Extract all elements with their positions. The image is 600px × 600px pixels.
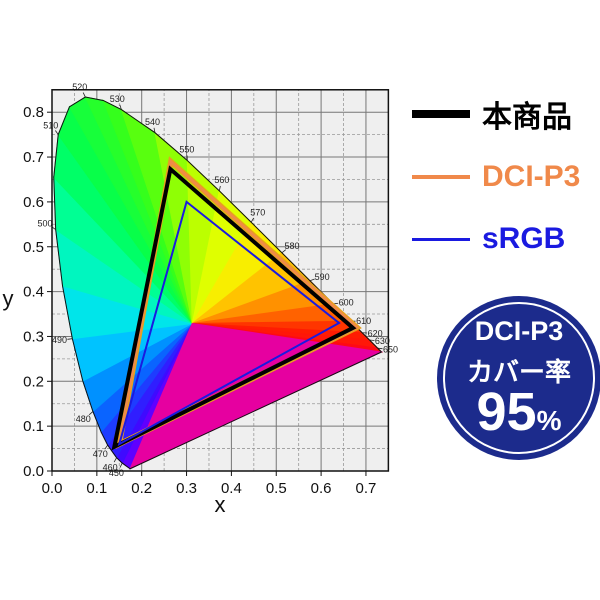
y-tick-label: 0.4 — [23, 284, 44, 301]
badge-line1: DCI-P3 — [474, 316, 564, 346]
y-tick-label: 0.7 — [23, 149, 44, 166]
x-tick-label: 0.0 — [42, 480, 63, 497]
wavelength-tick — [82, 92, 86, 98]
y-tick-label: 0.6 — [23, 194, 44, 211]
y-tick-label: 0.2 — [23, 373, 44, 390]
wavelength-label-630: 630 — [375, 336, 390, 346]
wavelength-label-540: 540 — [145, 117, 160, 127]
badge-value-wrap: 95% — [437, 382, 600, 451]
legend-label-srgb: sRGB — [482, 222, 566, 255]
y-tick-label: 0.3 — [23, 328, 44, 345]
badge-unit: % — [536, 405, 562, 436]
wavelength-label-480: 480 — [76, 414, 91, 424]
wavelength-tick — [113, 457, 117, 463]
x-tick-label: 0.6 — [311, 480, 332, 497]
wavelength-tick — [55, 130, 59, 135]
y-tick-label: 0.1 — [23, 418, 44, 435]
wavelength-label-520: 520 — [72, 82, 87, 92]
wavelength-label-590: 590 — [315, 272, 330, 282]
wavelength-label-460: 460 — [103, 462, 118, 472]
plot-frame — [51, 89, 390, 472]
x-axis-label: x — [215, 492, 226, 517]
wavelength-label-600: 600 — [339, 297, 354, 307]
wavelength-label-470: 470 — [93, 449, 108, 459]
x-tick-label: 0.2 — [131, 480, 152, 497]
wavelength-label-530: 530 — [110, 94, 125, 104]
legend-item-product: 本商品 — [412, 92, 572, 136]
badge-line2: カバー率 — [466, 357, 571, 387]
x-tick-label: 0.4 — [221, 480, 242, 497]
x-tick-label: 0.3 — [176, 480, 197, 497]
wavelength-label-550: 550 — [179, 145, 194, 155]
wavelength-label-570: 570 — [250, 208, 265, 218]
legend-swatch-product — [412, 110, 470, 118]
wavelength-tick — [104, 444, 108, 450]
wavelength-tick — [88, 411, 94, 416]
wavelength-label-610: 610 — [356, 316, 371, 326]
wavelength-tick — [218, 185, 221, 191]
legend-item-srgb: sRGB — [412, 222, 565, 256]
wavelength-tick — [309, 278, 315, 282]
legend-swatch-srgb — [412, 237, 470, 241]
x-tick-label: 0.1 — [86, 480, 107, 497]
legend-item-dcip3: DCI-P3 — [412, 160, 580, 194]
y-tick-label: 0.8 — [23, 104, 44, 121]
wavelength-tick — [67, 338, 73, 340]
wavelength-label-490: 490 — [52, 335, 67, 345]
wavelength-label-620: 620 — [368, 328, 383, 338]
wavelength-tick — [153, 127, 156, 133]
x-tick-label: 0.7 — [356, 480, 377, 497]
wavelength-tick — [281, 249, 287, 254]
wavelength-label-510: 510 — [43, 121, 58, 131]
gamut-triangle-srgb — [117, 200, 341, 447]
wavelength-label-450: 450 — [109, 468, 124, 478]
wavelength-label-560: 560 — [214, 175, 229, 185]
wavelength-label-500: 500 — [37, 218, 52, 228]
y-axis-label: y — [3, 286, 14, 311]
y-tick-label: 0.5 — [23, 239, 44, 256]
wavelength-tick — [119, 462, 123, 468]
wavelength-label-650: 650 — [383, 345, 398, 355]
legend-label-product: 本商品 — [482, 101, 572, 134]
badge-ring — [443, 302, 595, 454]
legend-swatch-dcip3 — [412, 175, 470, 179]
wavelength-label-580: 580 — [285, 241, 300, 251]
wavelength-tick — [250, 217, 255, 223]
wavelength-tick — [119, 104, 122, 110]
legend-label-dcip3: DCI-P3 — [482, 160, 581, 193]
y-tick-label: 0.0 — [23, 463, 44, 480]
x-tick-label: 0.5 — [266, 480, 287, 497]
coverage-badge: DCI-P3 カバー率 95% — [437, 296, 600, 460]
gamut-triangle-product — [111, 165, 357, 451]
badge-value: 95 — [476, 382, 537, 442]
wavelength-tick — [377, 347, 383, 350]
